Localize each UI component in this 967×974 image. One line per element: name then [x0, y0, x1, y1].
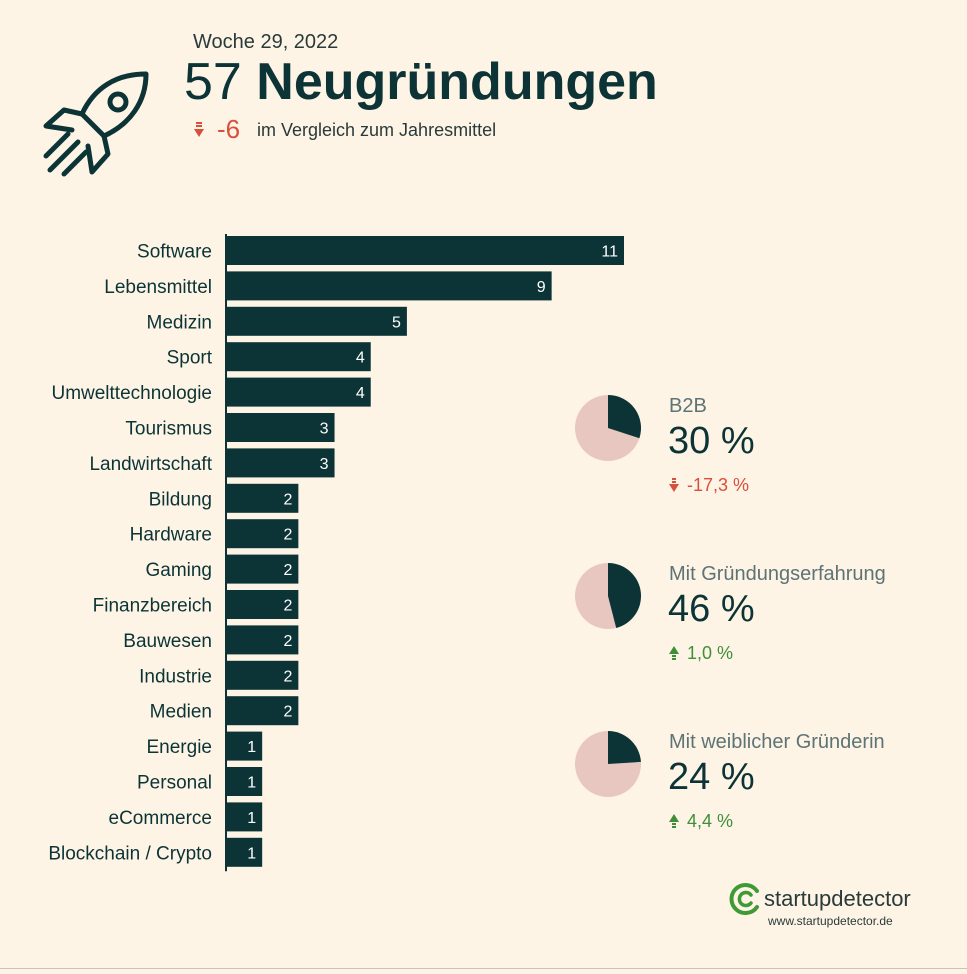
- category-label: Gaming: [145, 560, 212, 581]
- category-label: Hardware: [130, 525, 212, 546]
- bar: [226, 837, 263, 867]
- category-label: Personal: [137, 773, 212, 794]
- brand-name: startupdetector: [764, 886, 911, 911]
- stat-change-value: -17,3 %: [687, 475, 750, 495]
- data-label: 2: [283, 562, 292, 579]
- stat-experience: Mit Gründungserfahrung 46 % 1,0 %: [572, 560, 962, 710]
- pie-slice: [608, 731, 641, 764]
- category-label: Medizin: [147, 312, 212, 333]
- data-label: 2: [283, 668, 292, 685]
- arrow-down-icon: [669, 478, 679, 492]
- stat-value: 46 %: [668, 588, 755, 630]
- bar: [226, 377, 371, 407]
- category-label: Landwirtschaft: [89, 454, 212, 475]
- bottom-divider: [0, 968, 967, 969]
- arrow-up-icon: [669, 646, 679, 660]
- pie-chart: [575, 731, 641, 797]
- stat-value: 30 %: [668, 420, 755, 462]
- arrow-up-icon: [669, 814, 679, 828]
- page-title: 57 Neugründungen: [184, 52, 658, 112]
- data-label: 4: [356, 385, 365, 402]
- pie-chart: [575, 395, 641, 461]
- startupdetector-logo-icon: [729, 883, 759, 915]
- stat-change-value: 1,0 %: [687, 643, 734, 663]
- category-label: Bildung: [149, 489, 212, 510]
- bar: [226, 696, 299, 726]
- category-label: Umwelttechnologie: [51, 383, 212, 404]
- bar: [226, 554, 299, 584]
- data-label: 9: [537, 279, 546, 296]
- delta-text: im Vergleich zum Jahresmittel: [257, 120, 497, 140]
- stat-value: 24 %: [668, 756, 755, 798]
- category-label: Blockchain / Crypto: [48, 843, 212, 864]
- bar: [226, 802, 263, 832]
- data-label: 5: [392, 314, 401, 331]
- bar: [226, 271, 552, 301]
- bar: [226, 625, 299, 655]
- data-label: 1: [247, 739, 256, 756]
- bar: [226, 767, 263, 796]
- data-label: 4: [356, 350, 365, 367]
- stat-b2b: B2B 30 % -17,3 %: [572, 392, 962, 542]
- data-label: 1: [247, 775, 256, 792]
- brand-url: www.startupdetector.de: [768, 914, 893, 928]
- pie-chart: [575, 563, 641, 629]
- data-label: 3: [320, 456, 329, 473]
- data-label: 2: [283, 527, 292, 544]
- category-label: Tourismus: [125, 419, 212, 440]
- category-label: Energie: [147, 737, 213, 758]
- category-label: eCommerce: [109, 808, 212, 829]
- startup-count: 57: [184, 53, 242, 111]
- bar: [226, 590, 299, 619]
- data-label: 2: [283, 633, 292, 650]
- data-label: 1: [247, 810, 256, 827]
- arrow-down-icon: [194, 122, 204, 137]
- data-label: 2: [283, 598, 292, 615]
- bar: [226, 731, 263, 761]
- brand: startupdetector www.startupdetector.de: [728, 880, 958, 940]
- bar: [226, 483, 299, 513]
- category-label: Lebensmittel: [104, 277, 212, 298]
- stat-label: B2B: [669, 395, 707, 417]
- category-label: Finanzbereich: [93, 596, 212, 617]
- stat-label: Mit Gründungserfahrung: [669, 563, 886, 585]
- data-label: 1: [247, 845, 256, 862]
- bar: [226, 306, 407, 336]
- title-word: Neugründungen: [256, 53, 658, 111]
- category-label: Software: [137, 242, 212, 263]
- week-label: Woche 29, 2022: [193, 31, 339, 53]
- category-label: Industrie: [139, 666, 212, 687]
- bar: [226, 342, 371, 372]
- category-label: Sport: [167, 348, 213, 369]
- stat-female: Mit weiblicher Gründerin 24 % 4,4 %: [572, 728, 962, 878]
- category-label: Bauwesen: [123, 631, 212, 652]
- bar: [226, 448, 335, 478]
- pie-slice: [608, 395, 641, 439]
- bar: [226, 660, 299, 690]
- data-label: 2: [283, 491, 292, 508]
- rocket-icon: [43, 71, 149, 177]
- data-label: 2: [283, 704, 292, 721]
- bar: [226, 413, 335, 442]
- data-label: 3: [320, 421, 329, 438]
- delta-value: -6: [217, 114, 241, 144]
- category-label: Medien: [150, 702, 212, 723]
- stat-change-value: 4,4 %: [687, 811, 734, 831]
- header: Woche 29, 2022 57 Neugründungen -6 im Ve…: [0, 0, 967, 200]
- data-label: 11: [601, 244, 618, 261]
- bar: [226, 519, 299, 549]
- bar: [226, 236, 624, 265]
- stat-label: Mit weiblicher Gründerin: [669, 731, 885, 753]
- pie-slice: [608, 563, 641, 628]
